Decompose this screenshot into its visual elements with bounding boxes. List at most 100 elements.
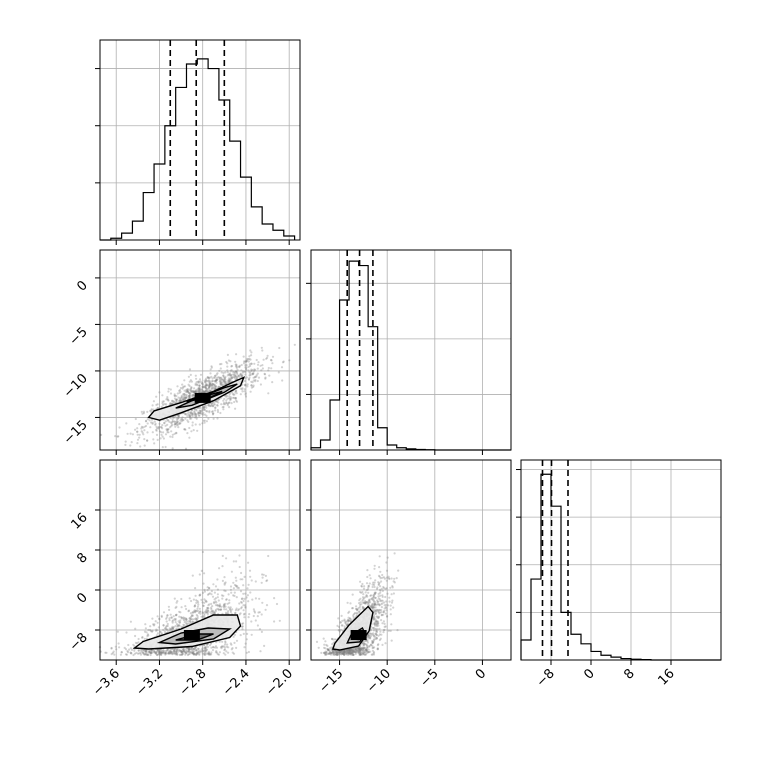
scatter-param1-param3-point — [142, 652, 145, 655]
scatter-param1-param3-point — [217, 608, 221, 611]
scatter-param1-param3-point — [185, 618, 188, 621]
scatter-param1-param2-point — [241, 387, 244, 390]
scatter-param1-param2-point — [173, 394, 176, 397]
scatter-param1-param2-point — [183, 392, 186, 395]
scatter-param1-param3-point — [199, 610, 202, 613]
scatter-param1-param3-point — [220, 608, 223, 611]
scatter-param1-param2-point — [188, 436, 191, 439]
scatter-param1-param3-point — [165, 628, 168, 631]
scatter-param1-param3-point — [233, 633, 236, 637]
scatter-param1-param2-point — [202, 419, 205, 422]
scatter-param1-param2-point — [179, 399, 182, 402]
scatter-param1-param2-point — [242, 355, 245, 358]
scatter-param1-param2-point — [205, 404, 208, 407]
scatter-param1-param2-point — [183, 393, 186, 396]
scatter-param1-param2-point — [205, 384, 208, 387]
scatter-param1-param3-point — [206, 643, 209, 646]
scatter-param1-param3-point — [196, 605, 199, 608]
scatter-param1-param3-point — [202, 604, 205, 607]
scatter-param1-param2-point — [278, 346, 281, 350]
scatter-param1-param3-point — [220, 605, 223, 608]
scatter-param2-param3-point — [336, 624, 339, 628]
scatter-param1-param3-point — [151, 630, 154, 633]
scatter-param1-param2-point — [277, 371, 280, 374]
scatter-param1-param3-point — [158, 651, 161, 654]
scatter-param1-param3-ylabel-0: 16 — [69, 510, 91, 532]
scatter-param1-param3-point — [147, 628, 150, 632]
scatter-param1-param2-point — [231, 396, 235, 399]
scatter-param1-param2-point — [212, 376, 216, 379]
scatter-param1-param3-point — [134, 634, 137, 638]
scatter-param2-param3-point — [379, 585, 382, 588]
scatter-param1-param2-point — [166, 419, 169, 422]
scatter-param1-param3-point — [223, 589, 226, 592]
scatter-param1-param3-point — [185, 649, 188, 653]
scatter-param1-param3-point — [235, 579, 238, 582]
scatter-param1-param2-point — [188, 396, 191, 399]
scatter-param2-param3-point — [346, 601, 349, 604]
scatter-param1-param2-point — [197, 412, 200, 415]
scatter-param1-param3-point — [230, 570, 233, 573]
scatter-param2-param3-point — [386, 592, 389, 595]
scatter-param1-param2-point — [219, 382, 222, 385]
scatter-param1-param2-point — [218, 378, 221, 381]
scatter-param1-param3-point — [160, 653, 163, 656]
scatter-param1-param2-point — [245, 360, 248, 363]
scatter-param1-param2-point — [176, 419, 179, 422]
scatter-param1-param2-point — [223, 379, 226, 383]
scatter-param2-param3-point — [384, 595, 387, 599]
scatter-param1-param3-density-peak — [183, 630, 200, 640]
scatter-param1-param3-point — [222, 594, 225, 598]
scatter-param1-param3-point — [205, 652, 208, 655]
scatter-param2-param3-point — [344, 621, 347, 624]
scatter-param1-param3-point — [166, 622, 169, 626]
scatter-param1-param2-point — [198, 423, 201, 426]
scatter-param1-param2-point — [205, 388, 208, 391]
scatter-param1-param2-point — [158, 422, 161, 425]
scatter-param1-param2-point — [214, 380, 217, 383]
scatter-param1-param3-point — [163, 649, 166, 652]
scatter-param1-param2-point — [219, 383, 222, 386]
scatter-param1-param3-point — [179, 619, 182, 622]
scatter-param1-param3-point — [204, 646, 207, 649]
scatter-param1-param2-point — [203, 421, 206, 424]
scatter-param1-param2-point — [201, 382, 204, 385]
scatter-param1-param2-point — [169, 435, 172, 438]
scatter-param1-param2-point — [235, 366, 238, 369]
scatter-param1-param2-point — [149, 409, 152, 412]
scatter-param1-param2-point — [215, 400, 218, 403]
scatter-param1-param2-point — [146, 439, 149, 442]
scatter-param1-param3-point — [142, 649, 145, 652]
scatter-param1-param3-point — [129, 651, 132, 654]
scatter-param1-param3-point — [218, 604, 222, 607]
scatter-param1-param3-point — [174, 652, 177, 655]
scatter-param1-param2-point — [281, 361, 285, 364]
scatter-param1-param2-point — [220, 378, 224, 381]
scatter-param1-param3-point — [158, 650, 161, 653]
scatter-param2-param3-point — [392, 592, 395, 595]
scatter-param1-param3-point — [246, 587, 249, 590]
scatter-param1-param3-point — [192, 598, 195, 601]
scatter-param1-param2-point — [211, 405, 215, 408]
scatter-param1-param3-point — [191, 618, 194, 621]
scatter-param1-param2-point — [204, 379, 208, 382]
scatter-param1-param3-point — [148, 651, 151, 654]
scatter-param1-param3-point — [203, 646, 206, 649]
scatter-param1-param2-point — [181, 398, 184, 401]
scatter-param1-param3-point — [275, 602, 279, 606]
scatter-param1-param3-point — [154, 652, 157, 655]
scatter-param1-param2-point — [140, 425, 143, 428]
scatter-param1-param2-point — [234, 396, 237, 400]
scatter-param1-param3-point — [222, 606, 226, 609]
scatter-param1-param2-point — [228, 397, 231, 400]
scatter-param1-param2-point — [188, 392, 191, 395]
scatter-param1-param2-point — [249, 390, 252, 393]
scatter-param1-param2-point — [152, 438, 155, 441]
scatter-param1-param3-point — [165, 616, 168, 619]
scatter-param1-param2-point — [181, 393, 185, 396]
scatter-param1-param2-point — [208, 385, 211, 388]
scatter-param1-param2-point — [222, 376, 225, 379]
scatter-param1-param3-point — [261, 601, 264, 604]
scatter-param1-param2-point — [162, 403, 165, 406]
scatter-param1-param2-point — [171, 433, 174, 436]
